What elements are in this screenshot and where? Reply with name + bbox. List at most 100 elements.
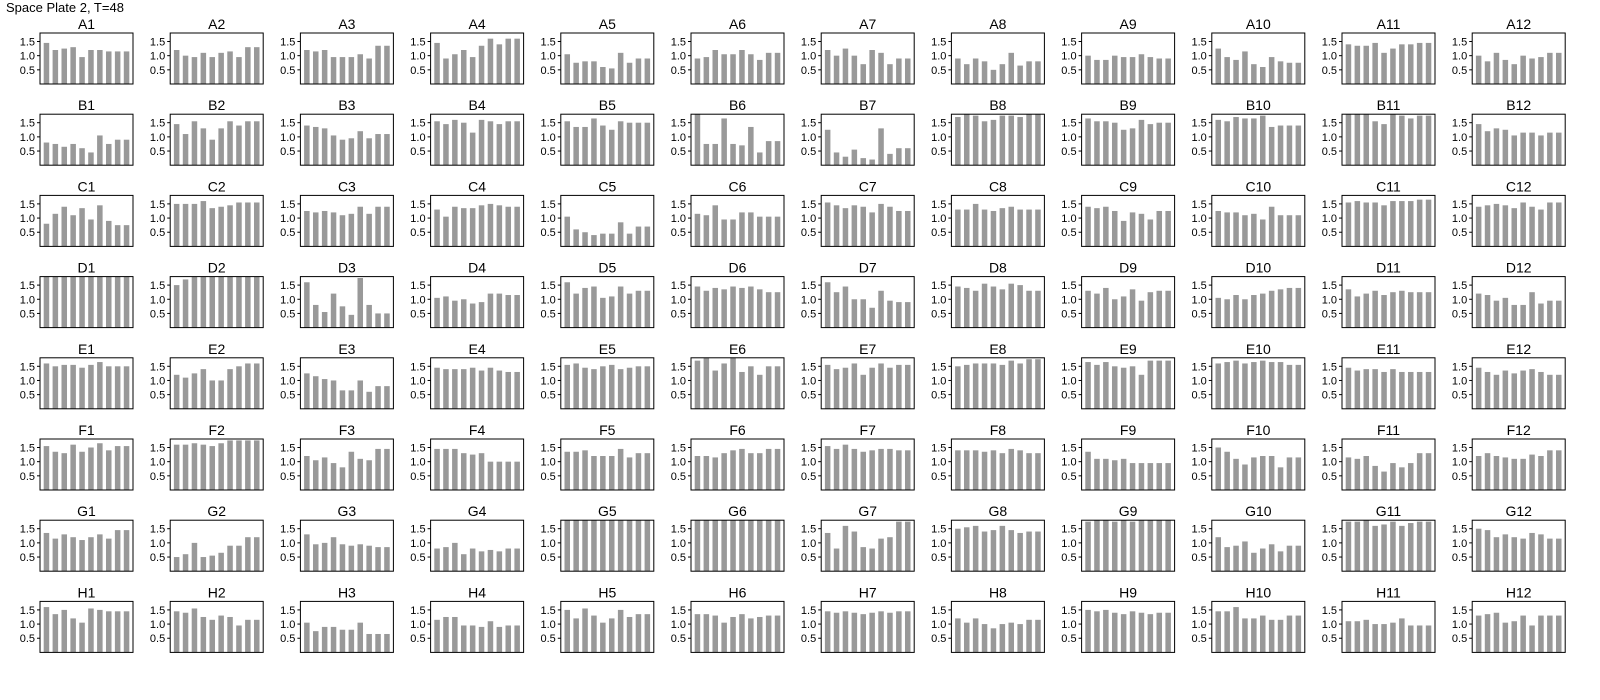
bar (384, 45, 390, 84)
bar (88, 537, 94, 572)
bar (1017, 117, 1023, 166)
bar (904, 58, 911, 84)
bar (1129, 611, 1136, 653)
bar (955, 450, 961, 490)
bar (384, 134, 390, 166)
panel-f6: F60.51.01.5 (671, 422, 785, 491)
panel-frame (1341, 357, 1436, 410)
panel-title: A1 (78, 16, 95, 32)
panel-title: F10 (1246, 422, 1270, 438)
bar (321, 128, 328, 166)
bar (375, 448, 381, 490)
bar (703, 290, 710, 328)
y-tick-label: 1.0 (671, 375, 686, 387)
bar (644, 122, 651, 166)
bar (1242, 618, 1248, 653)
y-tick-label: 1.0 (20, 619, 35, 631)
y-tick-label: 0.5 (150, 471, 165, 483)
bar (851, 363, 858, 409)
panel-title: G2 (207, 503, 226, 519)
y-tick-label: 1.5 (1322, 361, 1337, 373)
bar (1372, 525, 1378, 572)
bar (182, 134, 189, 166)
bar (887, 153, 893, 166)
bar (1103, 458, 1109, 490)
bar (452, 448, 458, 490)
bar (1286, 62, 1293, 84)
bar (904, 521, 911, 572)
bar (1555, 374, 1562, 409)
y-tick-label: 1.5 (1452, 199, 1467, 211)
bar (79, 622, 85, 653)
bar (955, 366, 961, 409)
y-tick-label: 1.0 (1061, 132, 1076, 144)
panel-frame (169, 438, 264, 491)
bar (88, 447, 94, 490)
bar (1103, 520, 1109, 572)
bar (1156, 290, 1163, 328)
panel-frame (1211, 113, 1306, 166)
bar (496, 124, 503, 166)
bar (339, 467, 346, 490)
y-tick-label: 1.5 (1322, 199, 1337, 211)
bar (591, 615, 597, 653)
y-tick-label: 0.5 (20, 146, 35, 158)
y-tick-label: 0.5 (20, 552, 35, 564)
bar (972, 525, 979, 572)
bar (833, 612, 840, 653)
bar (1156, 520, 1163, 572)
panel-h6: H60.51.01.5 (671, 584, 785, 653)
panel-frame (39, 519, 134, 572)
bar (339, 306, 346, 328)
y-tick-label: 1.0 (1192, 619, 1207, 631)
bar (339, 390, 346, 409)
panel-d3: D30.51.01.5 (280, 260, 394, 329)
bar (1111, 612, 1118, 653)
bar (434, 209, 440, 247)
panel-title: A10 (1246, 16, 1271, 32)
bar (626, 520, 633, 572)
bar (851, 612, 858, 653)
panel-b1: B10.51.01.5 (20, 97, 134, 166)
bar (1502, 297, 1509, 328)
bar (514, 625, 520, 653)
bar (1538, 57, 1544, 84)
bar (330, 463, 337, 490)
panel-h7: H70.51.01.5 (801, 584, 915, 653)
bar (1511, 373, 1518, 409)
bar (330, 293, 337, 328)
bar (348, 545, 355, 572)
y-tick-label: 1.5 (410, 37, 425, 49)
panel-a8: A80.51.01.5 (931, 16, 1045, 85)
panel-title: C5 (598, 178, 616, 194)
y-tick-label: 1.5 (280, 280, 295, 292)
bar (1138, 213, 1145, 247)
bar (1120, 614, 1127, 653)
y-tick-label: 0.5 (801, 471, 816, 483)
bar (123, 366, 130, 409)
panel-frame (950, 519, 1045, 572)
bar (245, 47, 251, 84)
panel-title: E1 (78, 341, 95, 357)
bar (1475, 615, 1482, 653)
bar (505, 295, 512, 328)
bar (904, 210, 911, 247)
panel-e3: E30.51.01.5 (280, 341, 394, 410)
bar (739, 212, 745, 247)
panel-frame (169, 600, 264, 653)
bar (1555, 132, 1562, 166)
bar (443, 616, 449, 653)
bar (981, 61, 988, 84)
panel-title: H9 (1119, 584, 1137, 600)
bar (460, 369, 467, 409)
y-tick-label: 0.5 (541, 308, 556, 320)
bar (999, 208, 1006, 247)
bar (1224, 299, 1230, 328)
panel-title: C2 (208, 178, 226, 194)
panel-b4: B40.51.01.5 (410, 97, 525, 166)
panel-title: D10 (1245, 260, 1271, 276)
bar (339, 139, 346, 166)
y-tick-label: 1.5 (541, 361, 556, 373)
bar (348, 213, 355, 247)
